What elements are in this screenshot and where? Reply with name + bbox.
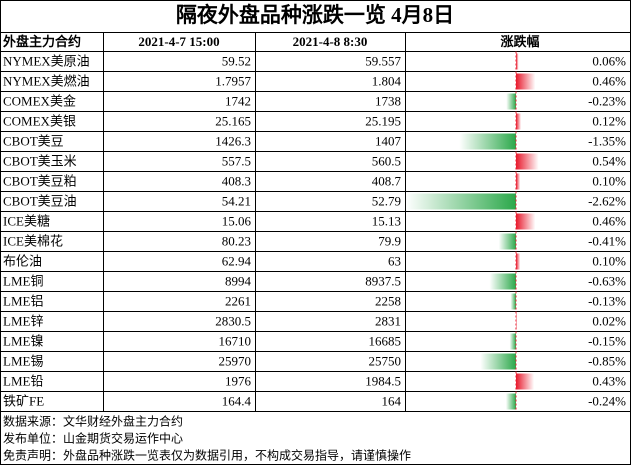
curr-cell: 79.9 [378,233,401,248]
curr-cell: 16685 [369,333,402,348]
change-bar [498,233,516,250]
curr-cell: 1984.5 [365,373,401,388]
name-cell: CBOT美豆油 [3,193,77,208]
curr-cell: 408.7 [372,173,402,188]
change-bar [405,193,516,210]
change-bar [516,113,522,130]
change-bar [489,273,516,290]
prev-cell: 54.21 [222,193,251,208]
footer-line: 免责声明：外盘品种涨跌一览表仅为数据引用，不构成交易指导，请谨慎操作 [3,447,411,462]
name-cell: LME铜 [3,273,43,288]
name-cell: LME铅 [3,373,43,388]
name-cell: NYMEX美原油 [3,53,90,68]
curr-cell: 63 [388,253,401,268]
prev-cell: 2830.5 [215,313,251,328]
prev-cell: 80.23 [222,233,251,248]
prev-cell: 62.94 [222,253,252,268]
name-cell: ICE美糖 [3,213,50,228]
name-cell: LME镍 [3,333,43,348]
change-cell: -0.85% [588,353,626,368]
change-bar [516,253,521,270]
change-cell: 0.43% [592,373,626,388]
name-cell: LME锡 [3,353,43,368]
curr-cell: 1738 [375,93,401,108]
header-cell: 2021-4-7 15:00 [138,34,219,49]
change-bar [516,213,536,230]
name-cell: 布伦油 [3,253,42,268]
change-cell: 0.10% [592,173,626,188]
name-cell: COMEX美银 [3,113,76,128]
curr-cell: 164 [382,393,402,408]
change-bar [459,133,516,150]
name-cell: CBOT美豆粕 [3,173,77,188]
curr-cell: 25.195 [365,113,401,128]
prev-cell: 1976 [225,373,252,388]
name-cell: LME铝 [3,293,43,308]
change-cell: -0.24% [588,393,626,408]
change-cell: 0.10% [592,253,626,268]
change-cell: -0.41% [588,233,626,248]
curr-cell: 8937.5 [365,273,401,288]
change-bar [510,293,516,310]
change-bar [509,333,516,350]
curr-cell: 59.557 [365,53,401,68]
header-cell: 2021-4-8 8:30 [293,34,368,49]
prev-cell: 557.5 [222,153,251,168]
change-cell: -2.62% [588,193,626,208]
change-cell: 0.54% [592,153,626,168]
header-cell: 涨跌幅 [499,34,539,49]
name-cell: COMEX美金 [3,93,76,108]
change-bar [480,353,516,370]
name-cell: CBOT美玉米 [3,153,77,168]
prev-cell: 59.52 [222,53,251,68]
change-bar [506,93,516,110]
prev-cell: 408.3 [222,173,251,188]
change-bar [516,373,535,390]
change-bar [516,173,521,190]
footer-line: 数据来源：文华财经外盘主力合约 [3,413,183,428]
change-bar [516,153,539,170]
change-bar [516,73,536,90]
prev-cell: 16710 [219,333,252,348]
change-cell: 0.46% [592,73,626,88]
curr-cell: 2258 [375,293,401,308]
prev-cell: 8994 [225,273,252,288]
change-cell: -0.13% [588,293,626,308]
change-cell: -0.15% [588,333,626,348]
prev-cell: 1426.3 [215,133,251,148]
curr-cell: 25750 [369,353,402,368]
curr-cell: 1407 [375,133,402,148]
curr-cell: 560.5 [372,153,401,168]
prev-cell: 1.7957 [215,73,251,88]
title: 隔夜外盘品种涨跌一览 4月8日 [176,3,454,27]
prev-cell: 164.4 [222,393,252,408]
prev-cell: 25970 [219,353,252,368]
prev-cell: 15.06 [222,213,252,228]
prev-cell: 2261 [225,293,251,308]
footer-line: 发布单位：山金期货交易运作中心 [3,430,183,445]
curr-cell: 1.804 [372,73,402,88]
curr-cell: 15.13 [372,213,401,228]
change-cell: 0.06% [592,53,626,68]
prev-cell: 1742 [225,93,251,108]
curr-cell: 2831 [375,313,401,328]
change-bar [505,393,516,410]
change-cell: -0.63% [588,273,626,288]
change-cell: -0.23% [588,93,626,108]
change-bar [516,53,519,70]
name-cell: CBOT美豆 [3,133,64,148]
header-cell: 外盘主力合约 [2,34,81,49]
change-cell: 0.12% [592,113,626,128]
change-cell: 0.02% [592,313,626,328]
prev-cell: 25.165 [215,113,251,128]
name-cell: 铁矿FE [3,393,44,408]
change-cell: -1.35% [588,133,626,148]
curr-cell: 52.79 [372,193,401,208]
change-cell: 0.46% [592,213,626,228]
name-cell: NYMEX美燃油 [3,73,90,88]
name-cell: LME锌 [3,313,43,328]
name-cell: ICE美棉花 [3,233,63,248]
